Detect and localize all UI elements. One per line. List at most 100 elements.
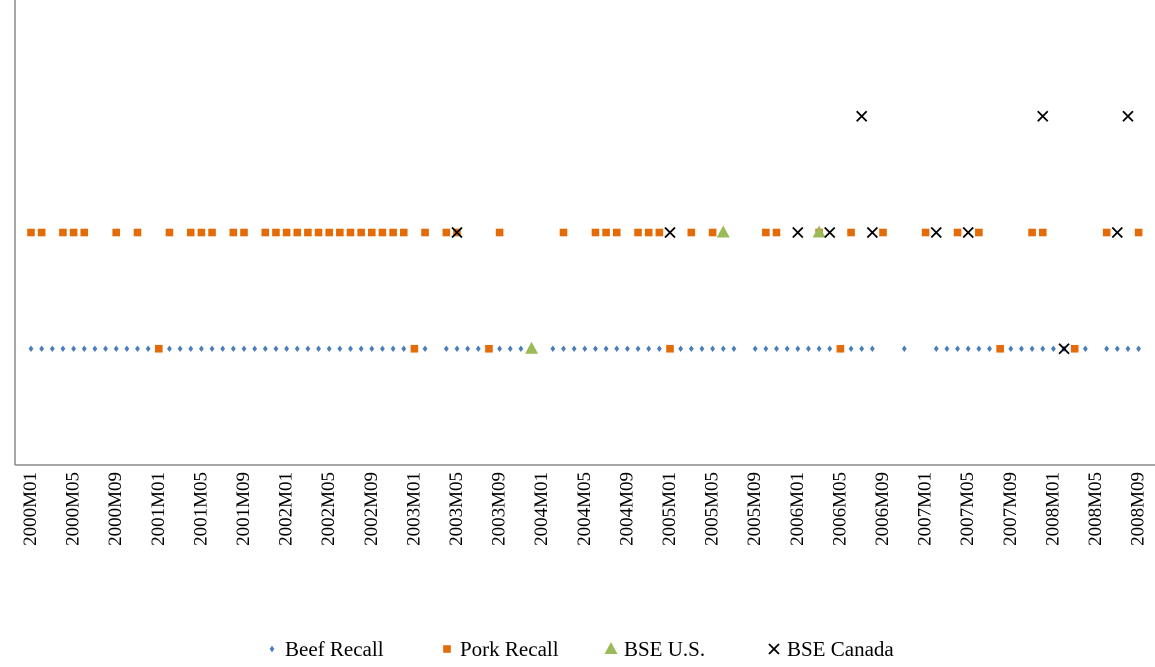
x-tick-labels: 2000M01 2000M05 2000M09 2001M01 2001M05 2001M… (20, 472, 1149, 546)
x-tick-label: 2004M01 (531, 472, 552, 546)
x-tick-label: 2000M01 (20, 472, 41, 546)
pork-recall-point (389, 228, 397, 237)
beef-recall-point (443, 345, 449, 352)
legend-pork-recall-marker (443, 645, 451, 653)
beef-recall-point (358, 345, 364, 352)
pork-recall-point (953, 228, 962, 237)
beef-recall-point (177, 345, 183, 352)
beef-recall-point (955, 345, 960, 352)
beef-recall-point (497, 345, 502, 352)
beef-recall-point (113, 345, 119, 352)
beef-recall-point (1008, 345, 1014, 352)
beef-recall-point (262, 345, 268, 352)
beef-recall-point (1125, 345, 1131, 352)
pork-recall-point (996, 344, 1004, 353)
pork-recall-point (442, 228, 451, 237)
x-tick-label: 2003M01 (403, 472, 424, 546)
pork-recall-point (655, 228, 664, 237)
beef-recall-point (869, 345, 875, 352)
beef-recall-point (965, 345, 971, 352)
pork-recall-point (314, 228, 323, 237)
beef-recall-point (571, 345, 577, 352)
legend-beef-recall-label: Beef Recall (285, 637, 384, 661)
bse-canada-point (1058, 343, 1070, 355)
beef-recall-point (710, 345, 715, 352)
bse-canada-point (792, 226, 804, 239)
beef-recall-point (81, 345, 87, 352)
pork-recall-point (261, 228, 270, 237)
legend-pork-recall-label: Pork Recall (460, 637, 559, 661)
beef-recall-point (774, 345, 779, 352)
beef-recall-point (1019, 345, 1024, 352)
pork-recall-point (368, 228, 376, 237)
beef-recall-point (518, 345, 524, 352)
beef-recall-point (422, 345, 428, 352)
beef-recall-point (550, 345, 556, 352)
beef-recall-point (1082, 345, 1088, 352)
beef-recall-point (145, 345, 151, 352)
beef-recall-point (475, 345, 481, 352)
beef-recall-point (816, 345, 822, 352)
pork-recall-point (612, 228, 621, 237)
beef-recall-point (795, 345, 801, 352)
beef-recall-point (625, 345, 630, 352)
legend-beef-recall-marker (269, 645, 275, 653)
x-tick-label: 2002M05 (318, 472, 339, 546)
beef-recall-point (593, 345, 598, 352)
beef-recall-point (230, 345, 236, 352)
beef-recall-point (294, 345, 300, 352)
pork-recall-point (410, 344, 419, 353)
pork-recall-point (37, 228, 46, 237)
pork-recall-point (133, 228, 142, 237)
beef-recall-point (252, 345, 258, 352)
x-tick-label: 2007M01 (915, 472, 936, 546)
x-tick-label: 2005M05 (702, 472, 723, 546)
beef-recall-point (763, 345, 769, 352)
pork-recall-point (421, 228, 429, 237)
bse-canada-point (930, 226, 942, 239)
legend: Beef Recall Pork Recall BSE U.S. BSE Canada (269, 637, 894, 661)
beef-recall-point (731, 345, 737, 352)
beef-recall-point (337, 345, 343, 352)
beef-recall-point (380, 345, 385, 352)
x-tick-label: 2001M09 (233, 472, 254, 546)
bse-canada-point (866, 226, 878, 239)
pork-recall-point (208, 228, 216, 237)
legend-bse-u-s-label: BSE U.S. (624, 637, 705, 661)
pork-recall-point (921, 228, 930, 237)
pork-recall-point (304, 228, 312, 237)
beef-recall-point (369, 345, 375, 352)
beef-recall-point (209, 345, 215, 352)
x-tick-label: 2002M09 (361, 472, 382, 546)
x-tick-label: 2005M01 (659, 472, 680, 546)
beef-recall-point (135, 345, 140, 352)
x-tick-label: 2005M09 (744, 472, 765, 546)
pork-recall-point (666, 344, 674, 353)
pork-recall-point (336, 228, 344, 237)
bse-canada-point (824, 226, 836, 239)
x-tick-label: 2006M05 (829, 472, 850, 546)
beef-recall-point (241, 345, 247, 352)
beef-recall-point (39, 345, 45, 352)
beef-recall-point (752, 345, 758, 352)
x-tick-label: 2000M09 (105, 472, 126, 546)
beef-recall-point (603, 345, 609, 352)
beef-recall-point (465, 345, 471, 352)
legend-bse-canada-marker (768, 643, 780, 655)
pork-recall-point (772, 228, 781, 237)
beef-recall-point (1136, 345, 1141, 352)
legend-bse-u-s-marker (604, 642, 618, 654)
pork-recall-point (346, 228, 355, 237)
beef-recall-point (316, 345, 321, 352)
beef-recall-point (454, 345, 460, 352)
pork-recall-point (687, 228, 696, 237)
beef-recall-point (60, 345, 66, 352)
bse-canada-point (1037, 110, 1049, 122)
pork-recall-point (634, 228, 642, 237)
bse-u-s-point (525, 341, 539, 354)
beef-recall-point (688, 345, 694, 352)
pork-recall-point (975, 228, 983, 237)
x-tick-label: 2008M09 (1128, 472, 1149, 546)
x-tick-label: 2004M09 (616, 472, 637, 546)
